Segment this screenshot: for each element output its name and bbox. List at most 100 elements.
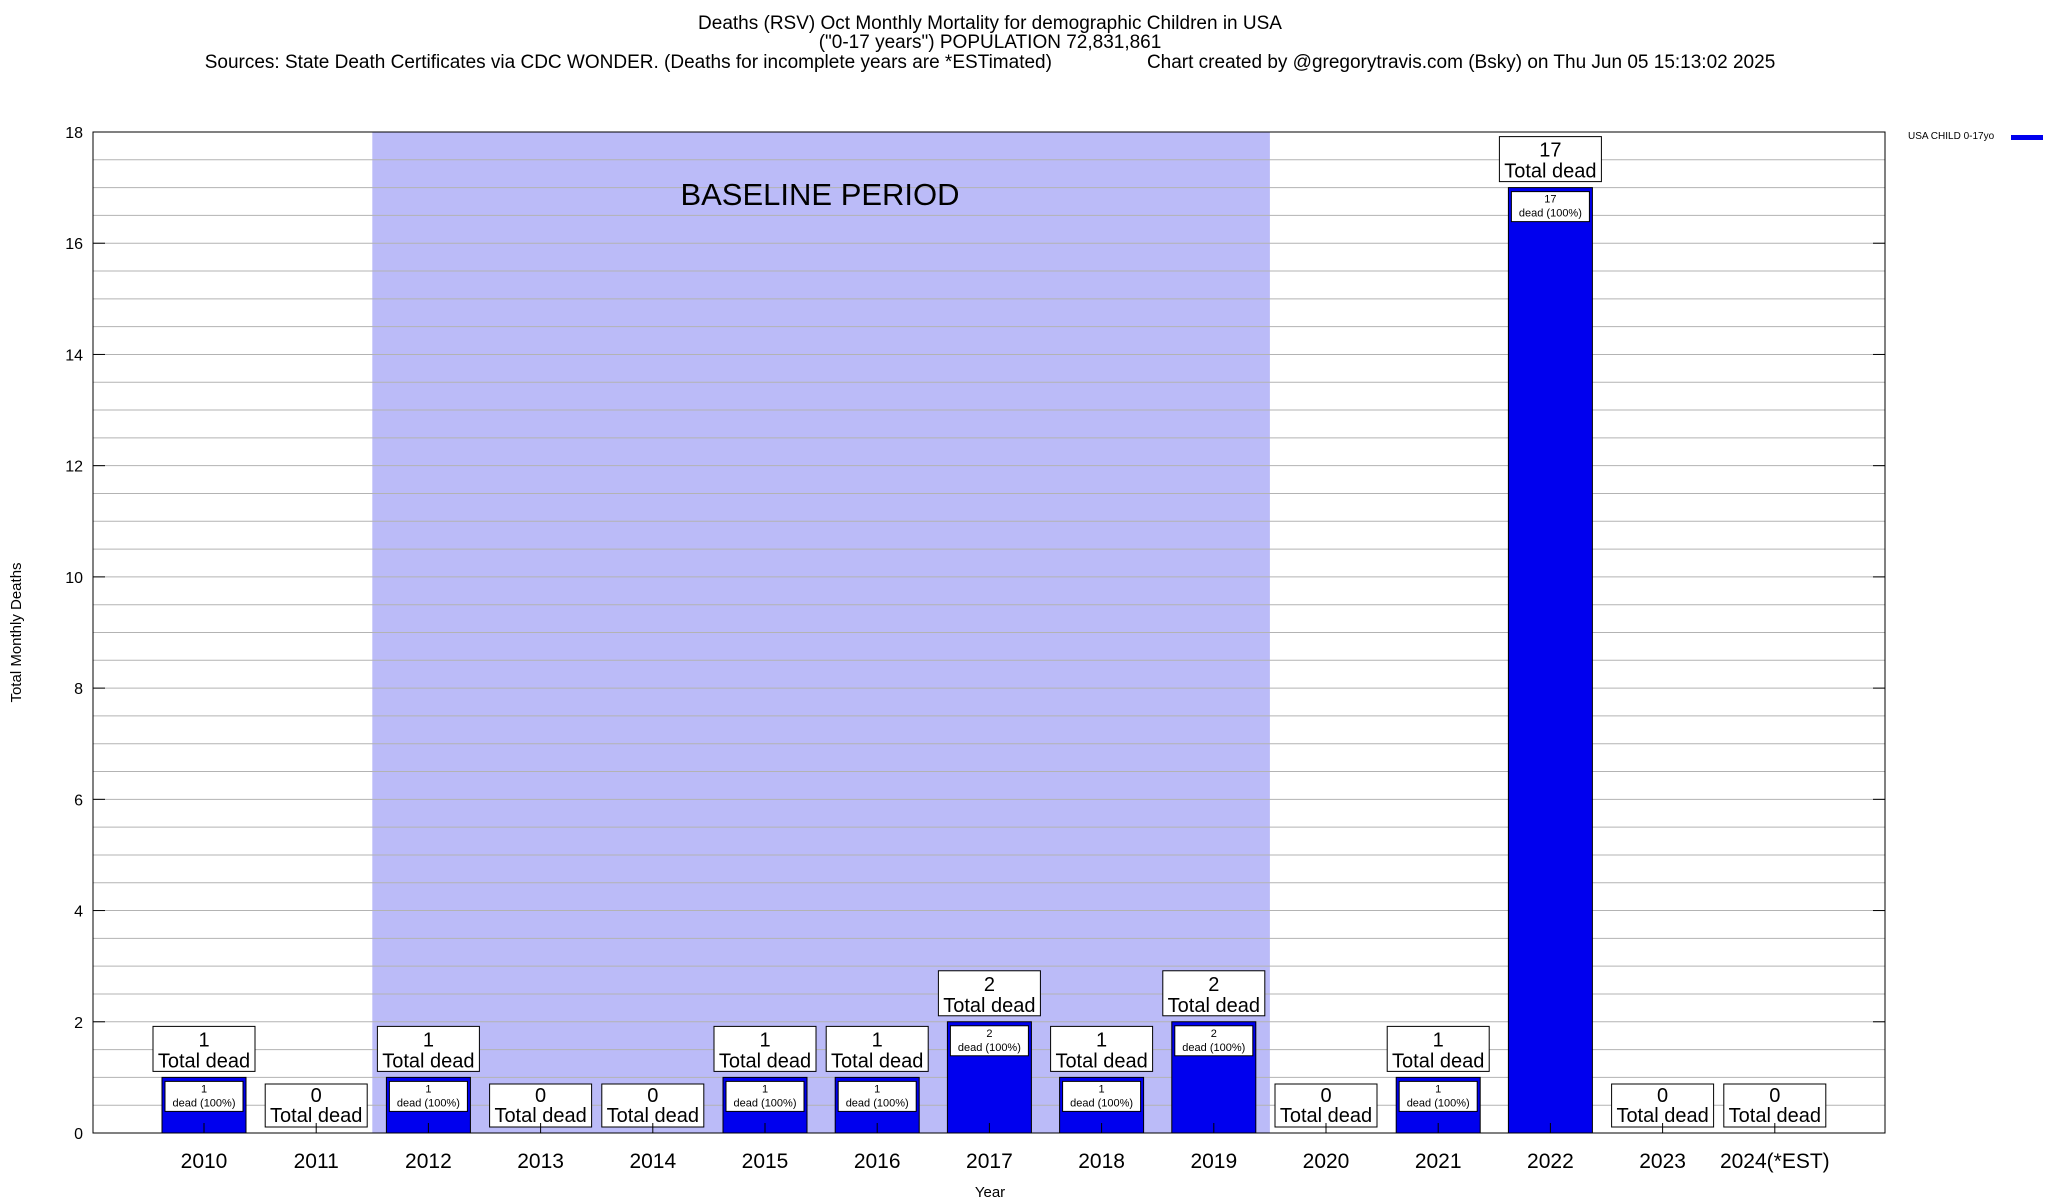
total-label-box <box>1162 970 1266 1017</box>
inner-label-text: dead (100%) <box>734 1097 797 1109</box>
total-label-count: 0 <box>311 1085 322 1107</box>
total-label-count: 1 <box>198 1029 209 1051</box>
inner-label-count: 2 <box>1211 1028 1217 1040</box>
total-label-text: Total dead <box>1280 1105 1372 1127</box>
x-tick-label: 2012 <box>405 1150 452 1173</box>
inner-label-text: dead (100%) <box>173 1097 236 1109</box>
x-tick-label: 2014 <box>629 1150 676 1173</box>
total-label-text: Total dead <box>158 1050 250 1072</box>
total-label-count: 1 <box>872 1029 883 1051</box>
x-tick-label: 2013 <box>517 1150 564 1173</box>
total-label-box <box>1611 1083 1715 1128</box>
total-label-box <box>1050 1025 1154 1072</box>
total-label-box <box>1274 1083 1378 1128</box>
x-tick-label: 2024(*EST) <box>1720 1150 1830 1173</box>
total-label-text: Total dead <box>1616 1105 1708 1127</box>
total-label-box <box>713 1025 817 1072</box>
inner-label-text: dead (100%) <box>846 1097 909 1109</box>
y-tick-label: 6 <box>74 792 83 809</box>
inner-label-box <box>1174 1025 1254 1057</box>
total-label-text: Total dead <box>1729 1105 1821 1127</box>
inner-label-text: dead (100%) <box>397 1097 460 1109</box>
inner-label-text: dead (100%) <box>1519 208 1582 220</box>
inner-label-count: 1 <box>874 1083 880 1095</box>
inner-label-box <box>1398 1080 1478 1112</box>
total-label-count: 17 <box>1539 140 1561 162</box>
total-label-box <box>376 1025 480 1072</box>
y-tick-label: 10 <box>65 570 83 587</box>
inner-label-count: 1 <box>201 1083 207 1095</box>
inner-label-count: 1 <box>762 1083 768 1095</box>
total-label-count: 1 <box>1433 1029 1444 1051</box>
total-label-text: Total dead <box>382 1050 474 1072</box>
y-tick-label: 12 <box>65 459 83 476</box>
y-tick-label: 2 <box>74 1015 83 1032</box>
total-label-count: 2 <box>1208 974 1219 996</box>
total-label-count: 0 <box>1320 1085 1331 1107</box>
inner-label-count: 1 <box>1099 1083 1105 1095</box>
y-tick-label: 4 <box>74 904 83 921</box>
chart-subtitle: ("0-17 years") POPULATION 72,831,861 <box>818 32 1162 53</box>
inner-label-box <box>837 1080 917 1112</box>
inner-label-text: dead (100%) <box>1407 1097 1470 1109</box>
total-label-count: 1 <box>423 1029 434 1051</box>
legend-swatch <box>2011 135 2043 140</box>
inner-label-box <box>949 1025 1029 1057</box>
total-label-box <box>825 1025 929 1072</box>
total-label-count: 0 <box>535 1085 546 1107</box>
legend-label: USA CHILD 0-17yo <box>1908 131 1995 142</box>
x-tick-label: 2010 <box>181 1150 228 1173</box>
x-axis: 2010 2011 2012 2013 2014 2015 2016 2017 2018 2019… <box>181 1123 1830 1173</box>
chart-sources-credit: Sources: State Death Certificates via CD… <box>0 53 1980 73</box>
total-label-text: Total dead <box>1504 161 1596 183</box>
credit-text: Chart created by @gregorytravis.com (Bsk… <box>1146 52 1776 73</box>
x-tick-label: 2011 <box>294 1150 339 1173</box>
total-label-box <box>1386 1025 1490 1072</box>
bar <box>1507 187 1593 1134</box>
x-tick-label: 2023 <box>1639 1150 1686 1173</box>
inner-label-text: dead (100%) <box>958 1042 1021 1054</box>
y-tick-label: 0 <box>74 1126 83 1143</box>
inner-label-count: 1 <box>1435 1083 1441 1095</box>
y-tick-label: 8 <box>74 681 83 698</box>
y-axis-label: Total Monthly Deaths <box>8 562 25 702</box>
inner-label-box <box>1062 1080 1142 1112</box>
chart-title: Deaths (RSV) Oct Monthly Mortality for d… <box>698 13 1282 34</box>
x-tick-label: 2020 <box>1303 1150 1350 1173</box>
total-label-text: Total dead <box>943 995 1035 1017</box>
inner-label-box <box>388 1080 468 1112</box>
x-tick-label: 2019 <box>1190 1150 1237 1173</box>
total-label-text: Total dead <box>1055 1050 1147 1072</box>
total-label-box <box>601 1083 705 1128</box>
total-label-text: Total dead <box>1168 995 1260 1017</box>
total-label-text: Total dead <box>1392 1050 1484 1072</box>
x-tick-label: 2018 <box>1078 1150 1125 1173</box>
inner-label-box <box>164 1080 244 1112</box>
total-label-text: Total dead <box>494 1105 586 1127</box>
total-label-count: 0 <box>1657 1085 1668 1107</box>
inner-label-box <box>725 1080 805 1112</box>
inner-label-box <box>1510 191 1590 223</box>
baseline-period-label: BASELINE PERIOD <box>680 177 959 212</box>
x-tick-label: 2015 <box>742 1150 789 1173</box>
total-label-count: 0 <box>1769 1085 1780 1107</box>
total-label-box <box>1498 136 1602 183</box>
y-tick-label: 16 <box>65 236 83 253</box>
total-label-box <box>1723 1083 1827 1128</box>
x-tick-label: 2017 <box>966 1150 1013 1173</box>
total-label-text: Total dead <box>270 1105 362 1127</box>
x-tick-label: 2021 <box>1415 1150 1462 1173</box>
total-label-box <box>489 1083 593 1128</box>
total-label-text: Total dead <box>719 1050 811 1072</box>
inner-label-text: dead (100%) <box>1070 1097 1133 1109</box>
x-axis-label: Year <box>975 1184 1005 1200</box>
total-label-text: Total dead <box>831 1050 923 1072</box>
y-tick-label: 18 <box>65 125 83 142</box>
sources-text: Sources: State Death Certificates via CD… <box>204 52 1052 73</box>
x-tick-label: 2022 <box>1527 1150 1574 1173</box>
inner-label-count: 17 <box>1544 194 1556 206</box>
total-label-count: 2 <box>984 974 995 996</box>
